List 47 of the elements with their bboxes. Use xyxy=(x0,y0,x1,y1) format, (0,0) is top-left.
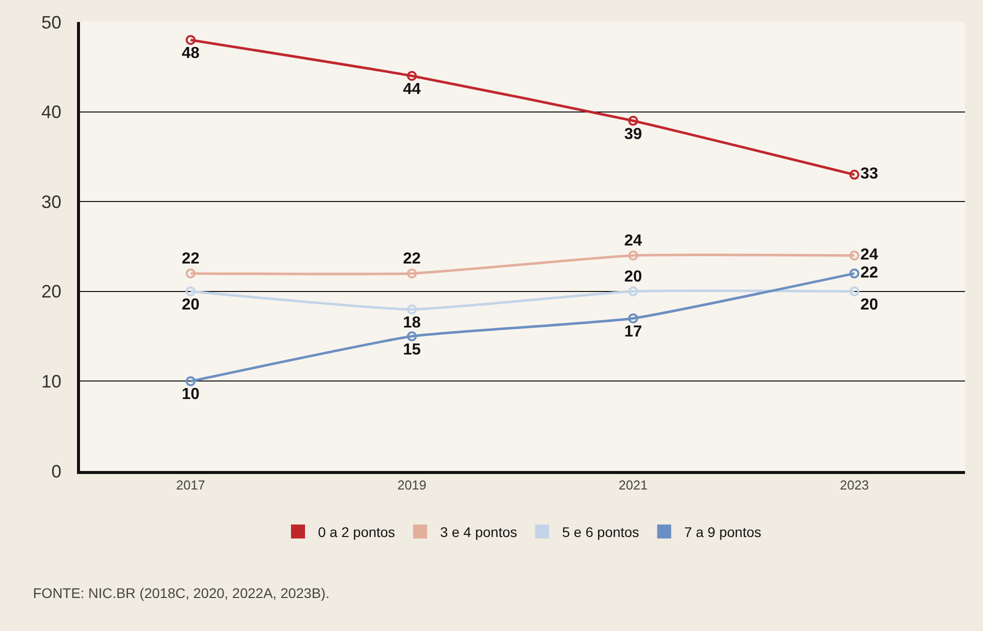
point xyxy=(406,331,417,342)
point xyxy=(406,70,417,81)
point xyxy=(628,286,638,296)
x-tick-label: 2019 xyxy=(397,478,426,493)
x-tick-label: 2017 xyxy=(176,478,206,493)
data-label: 24 xyxy=(624,232,642,250)
x-tick-label: 2023 xyxy=(840,478,869,493)
data-label: 24 xyxy=(860,246,878,264)
legend-label: 3 e 4 pontos xyxy=(440,524,518,540)
data-label: 39 xyxy=(624,126,642,143)
source-note: FONTE: NIC.BR (2018C, 2020, 2022A, 2023B). xyxy=(33,585,330,601)
data-label: 20 xyxy=(860,296,878,314)
data-label: 44 xyxy=(402,80,421,98)
point xyxy=(186,34,196,45)
point xyxy=(628,250,638,260)
point xyxy=(406,268,417,278)
data-label: 18 xyxy=(402,314,421,332)
point xyxy=(186,286,196,296)
data-label: 20 xyxy=(182,296,200,314)
point xyxy=(628,313,638,324)
point xyxy=(849,170,860,180)
data-label: 33 xyxy=(860,166,878,183)
data-label: 10 xyxy=(182,386,200,404)
legend-label: 7 a 9 pontos xyxy=(684,524,762,540)
data-label: 17 xyxy=(624,323,642,340)
point xyxy=(849,268,860,278)
y-tick-label: 50 xyxy=(41,12,62,32)
point xyxy=(849,250,860,260)
data-label: 15 xyxy=(402,341,421,358)
legend-label: 0 a 2 pontos xyxy=(318,524,396,540)
point xyxy=(186,376,196,386)
y-tick-label: 10 xyxy=(41,372,62,392)
x-tick-label: 2021 xyxy=(618,478,648,493)
data-label: 20 xyxy=(624,268,642,286)
data-label: 22 xyxy=(402,250,421,268)
legend-label: 5 e 6 pontos xyxy=(562,524,640,540)
y-tick-label: 30 xyxy=(41,192,62,212)
point xyxy=(406,304,417,314)
y-tick-label: 40 xyxy=(41,102,62,122)
point xyxy=(628,116,638,126)
point xyxy=(849,286,860,296)
y-tick-label: 20 xyxy=(41,282,62,302)
data-label: 22 xyxy=(860,264,878,282)
point xyxy=(186,268,196,278)
data-label: 48 xyxy=(182,44,200,62)
y-tick-label: 0 xyxy=(51,461,62,482)
data-label: 22 xyxy=(182,250,200,268)
